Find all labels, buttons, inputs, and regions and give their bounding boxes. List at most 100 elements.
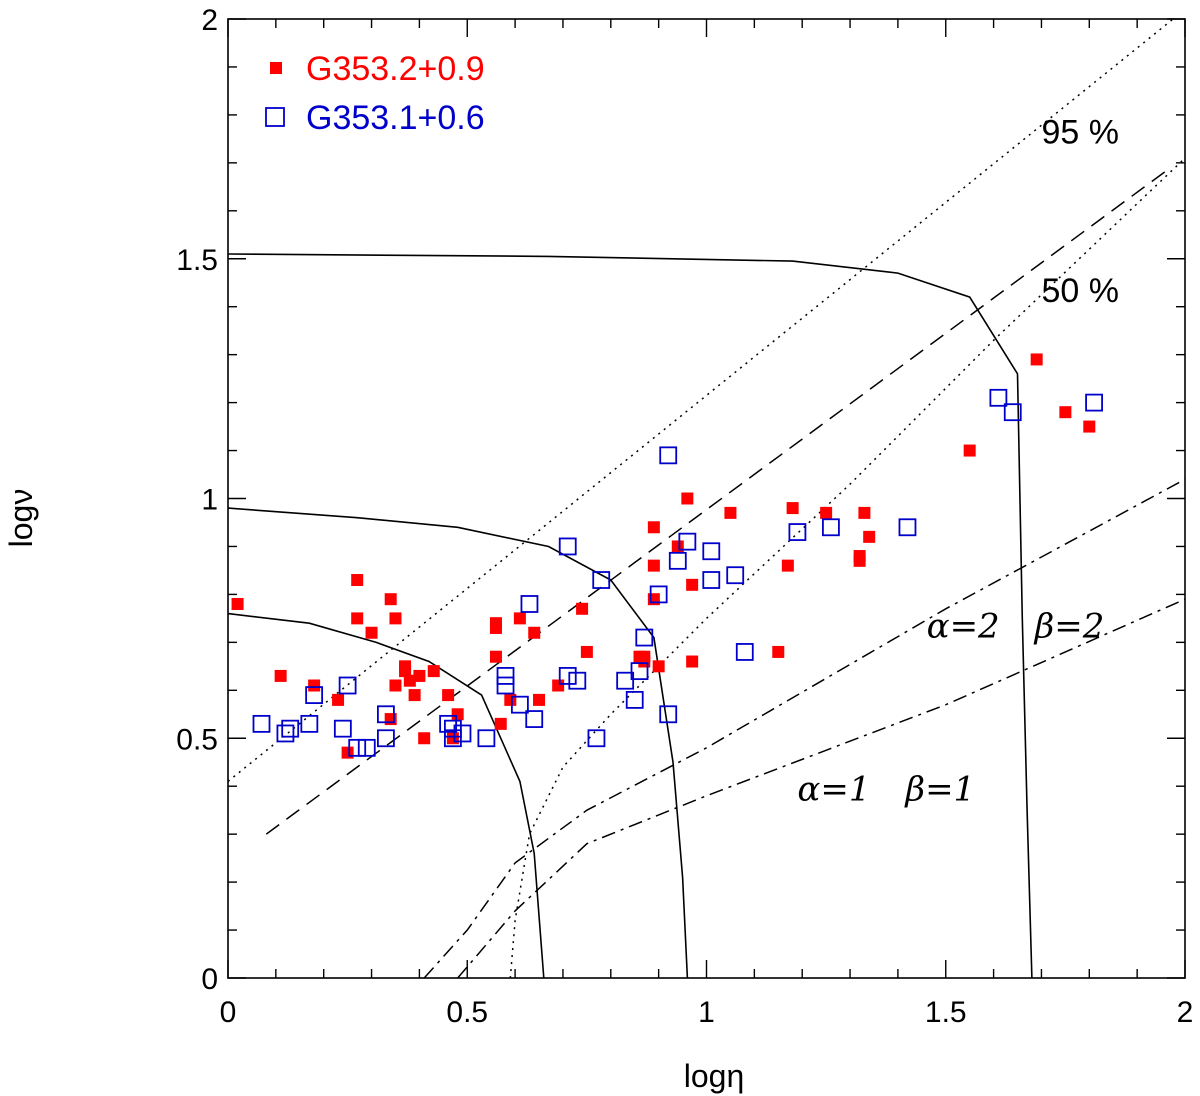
point-blue-21 (558, 537, 577, 556)
point-blue-40 (822, 518, 840, 537)
legend: G353.2+0.9 G353.1+0.6 (265, 50, 485, 137)
point-blue-18 (510, 695, 529, 714)
point-blue-19 (520, 595, 539, 613)
point-blue-8 (357, 738, 376, 757)
annotation-percent-0: 95 % (1041, 114, 1119, 152)
y-tick-label: 1 (201, 484, 218, 517)
point-blue-12 (443, 719, 462, 738)
annotation-percent-1: 50 % (1041, 272, 1119, 310)
point-blue-9 (377, 705, 395, 724)
point-red-18 (427, 665, 440, 678)
point-red-21 (451, 708, 464, 721)
point-red-50 (853, 550, 866, 563)
point-blue-42 (989, 388, 1008, 407)
point-red-56 (1083, 420, 1096, 433)
point-red-0 (231, 597, 244, 610)
point-blue-44 (1085, 393, 1103, 412)
y-axis-label: logν (3, 489, 39, 548)
x-tick-label: 0 (220, 996, 237, 1029)
point-blue-22 (558, 667, 577, 685)
point-red-44 (724, 506, 737, 519)
point-blue-2 (281, 719, 300, 738)
point-blue-34 (678, 532, 697, 551)
point-red-16 (413, 669, 426, 682)
point-red-54 (1030, 353, 1043, 366)
curve-dashed-5 (265, 166, 1172, 835)
point-red-17 (418, 732, 431, 745)
point-blue-41 (898, 518, 917, 537)
x-tick-label: 0.5 (446, 996, 488, 1029)
point-red-27 (513, 612, 526, 625)
legend-marker-filled (270, 62, 282, 74)
point-red-53 (963, 444, 976, 457)
point-red-32 (580, 645, 593, 658)
y-tick-label: 0.5 (176, 723, 218, 756)
point-blue-37 (726, 566, 745, 585)
point-blue-5 (333, 719, 352, 738)
point-blue-16 (496, 667, 515, 685)
point-red-1 (274, 669, 287, 682)
legend-label-1: G353.1+0.6 (306, 99, 485, 137)
tick-labels: 0 0.5 1 1.5 2 0 0.5 1 1.5 2 (176, 4, 1193, 1029)
point-blue-11 (439, 714, 458, 733)
point-red-30 (552, 679, 565, 692)
annotations: 95 % 50 % α=2 β=2 α=1 β=1 (797, 114, 1119, 810)
point-red-9 (389, 612, 402, 625)
x-tick-label: 1.5 (925, 996, 967, 1029)
point-red-39 (652, 660, 665, 673)
x-axis-label: logη (684, 1058, 745, 1094)
point-red-5 (351, 612, 364, 625)
point-red-26 (504, 693, 517, 706)
y-tick-label: 0 (201, 963, 218, 996)
annotation-alpha-3: α=1 (797, 770, 870, 810)
point-red-40 (671, 540, 684, 553)
point-blue-30 (649, 585, 668, 604)
annotation-beta-3: β=1 (903, 770, 975, 810)
curve-dashdot-6 (423, 478, 1185, 978)
point-red-35 (638, 655, 651, 668)
point-red-47 (786, 502, 799, 515)
point-blue-33 (668, 551, 687, 570)
x-tick-label: 2 (1177, 996, 1194, 1029)
point-red-55 (1059, 406, 1072, 419)
point-red-3 (332, 693, 345, 706)
point-red-14 (403, 674, 416, 687)
point-blue-4 (305, 686, 324, 704)
point-blue-6 (338, 676, 357, 695)
point-red-48 (820, 506, 833, 519)
point-red-13 (399, 665, 412, 678)
point-red-23 (489, 617, 502, 630)
point-blue-36 (702, 571, 721, 589)
point-blue-15 (477, 729, 496, 748)
point-red-29 (533, 693, 546, 706)
point-red-45 (772, 645, 785, 658)
point-red-42 (686, 578, 699, 591)
point-blue-20 (525, 710, 544, 728)
point-blue-25 (592, 571, 611, 589)
point-blue-1 (276, 724, 295, 743)
curve-dotted-3 (228, 19, 1175, 782)
point-blue-32 (659, 705, 678, 724)
point-blue-29 (635, 628, 654, 647)
curve-solid-0 (228, 612, 545, 978)
point-red-41 (681, 492, 694, 505)
point-red-8 (384, 593, 397, 606)
model-curves (228, 19, 1185, 978)
annotation-beta-2: β=2 (1033, 607, 1105, 647)
point-red-25 (494, 717, 507, 730)
point-red-2 (308, 679, 321, 692)
point-red-38 (647, 593, 660, 606)
point-blue-39 (788, 523, 807, 541)
point-red-52 (863, 530, 876, 543)
point-red-19 (442, 689, 455, 702)
point-blue-24 (587, 729, 606, 748)
point-blue-35 (702, 542, 721, 561)
point-red-4 (341, 746, 354, 759)
point-red-11 (389, 679, 402, 692)
point-red-31 (576, 602, 589, 615)
point-blue-10 (377, 729, 395, 748)
point-red-10 (384, 713, 397, 726)
x-tick-label: 1 (698, 996, 715, 1029)
point-red-37 (647, 559, 660, 572)
